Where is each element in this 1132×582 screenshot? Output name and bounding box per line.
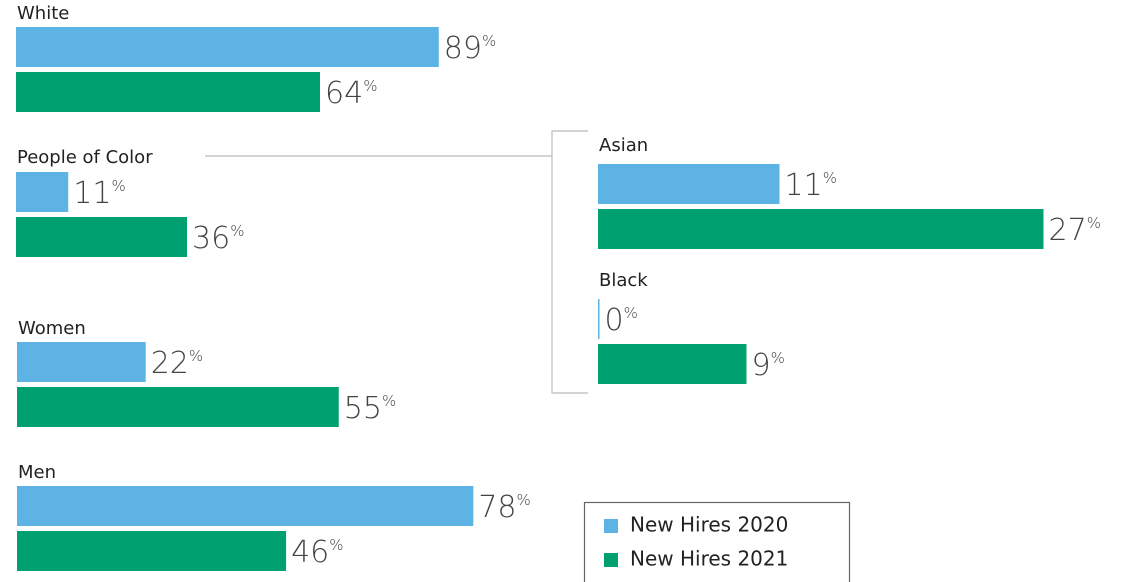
bar: [17, 387, 339, 427]
value-label: 11%: [73, 176, 125, 211]
bar: [16, 27, 439, 67]
value-label: 0%: [605, 303, 638, 338]
value-label-part: %: [1087, 214, 1101, 232]
value-label-part: 55: [344, 391, 382, 426]
connector: [205, 130, 588, 394]
legend-box: [583, 501, 851, 582]
value-label-part: %: [516, 491, 530, 509]
bracket: [551, 130, 588, 394]
bar: [17, 531, 287, 571]
category-label: Asian: [599, 135, 648, 156]
value-label-part: 64: [325, 76, 363, 111]
bar: [16, 172, 69, 212]
value-label-part: 46: [291, 535, 329, 570]
value-label-part: 11: [73, 176, 111, 211]
value-label-part: 27: [1049, 213, 1087, 248]
value-label: 36%: [192, 221, 244, 256]
value-label: 9%: [752, 348, 785, 383]
value-label-part: %: [624, 304, 638, 322]
legend-label: New Hires 2020: [630, 513, 788, 537]
bar: [598, 299, 600, 339]
category-label: Black: [599, 270, 648, 291]
category-label: People of Color: [17, 147, 153, 168]
category-label: Men: [18, 462, 56, 483]
value-label: 78%: [478, 490, 530, 525]
bar: [598, 164, 780, 204]
bar: [598, 344, 747, 384]
value-label-part: %: [329, 536, 343, 554]
value-label: 11%: [785, 168, 837, 203]
value-label: 55%: [344, 391, 396, 426]
legend-swatch: [604, 519, 618, 533]
legend-label: New Hires 2021: [630, 547, 788, 571]
value-label: 89%: [444, 31, 496, 66]
category-label: Women: [18, 318, 86, 339]
bar: [16, 72, 320, 112]
value-label-part: 0: [605, 303, 624, 338]
value-label-part: 78: [478, 490, 516, 525]
value-label-part: %: [771, 349, 785, 367]
value-label-part: %: [189, 347, 203, 365]
value-label: 22%: [151, 346, 203, 381]
value-label-part: 11: [785, 168, 823, 203]
value-label-part: 36: [192, 221, 230, 256]
bar: [16, 217, 187, 257]
bar: [17, 486, 474, 526]
bar: [598, 209, 1044, 249]
value-label-part: %: [482, 32, 496, 50]
value-label-part: %: [230, 222, 244, 240]
value-label: 64%: [325, 76, 377, 111]
value-label-part: %: [382, 392, 396, 410]
value-label: 46%: [291, 535, 343, 570]
category-label: White: [17, 3, 69, 24]
bar: [17, 342, 146, 382]
value-label-part: %: [823, 169, 837, 187]
value-label-part: %: [363, 77, 377, 95]
value-label-part: %: [111, 177, 125, 195]
value-label-part: 89: [444, 31, 482, 66]
value-label-part: 22: [151, 346, 189, 381]
value-label: 27%: [1049, 213, 1101, 248]
legend-swatch: [604, 553, 618, 567]
value-label-part: 9: [752, 348, 771, 383]
